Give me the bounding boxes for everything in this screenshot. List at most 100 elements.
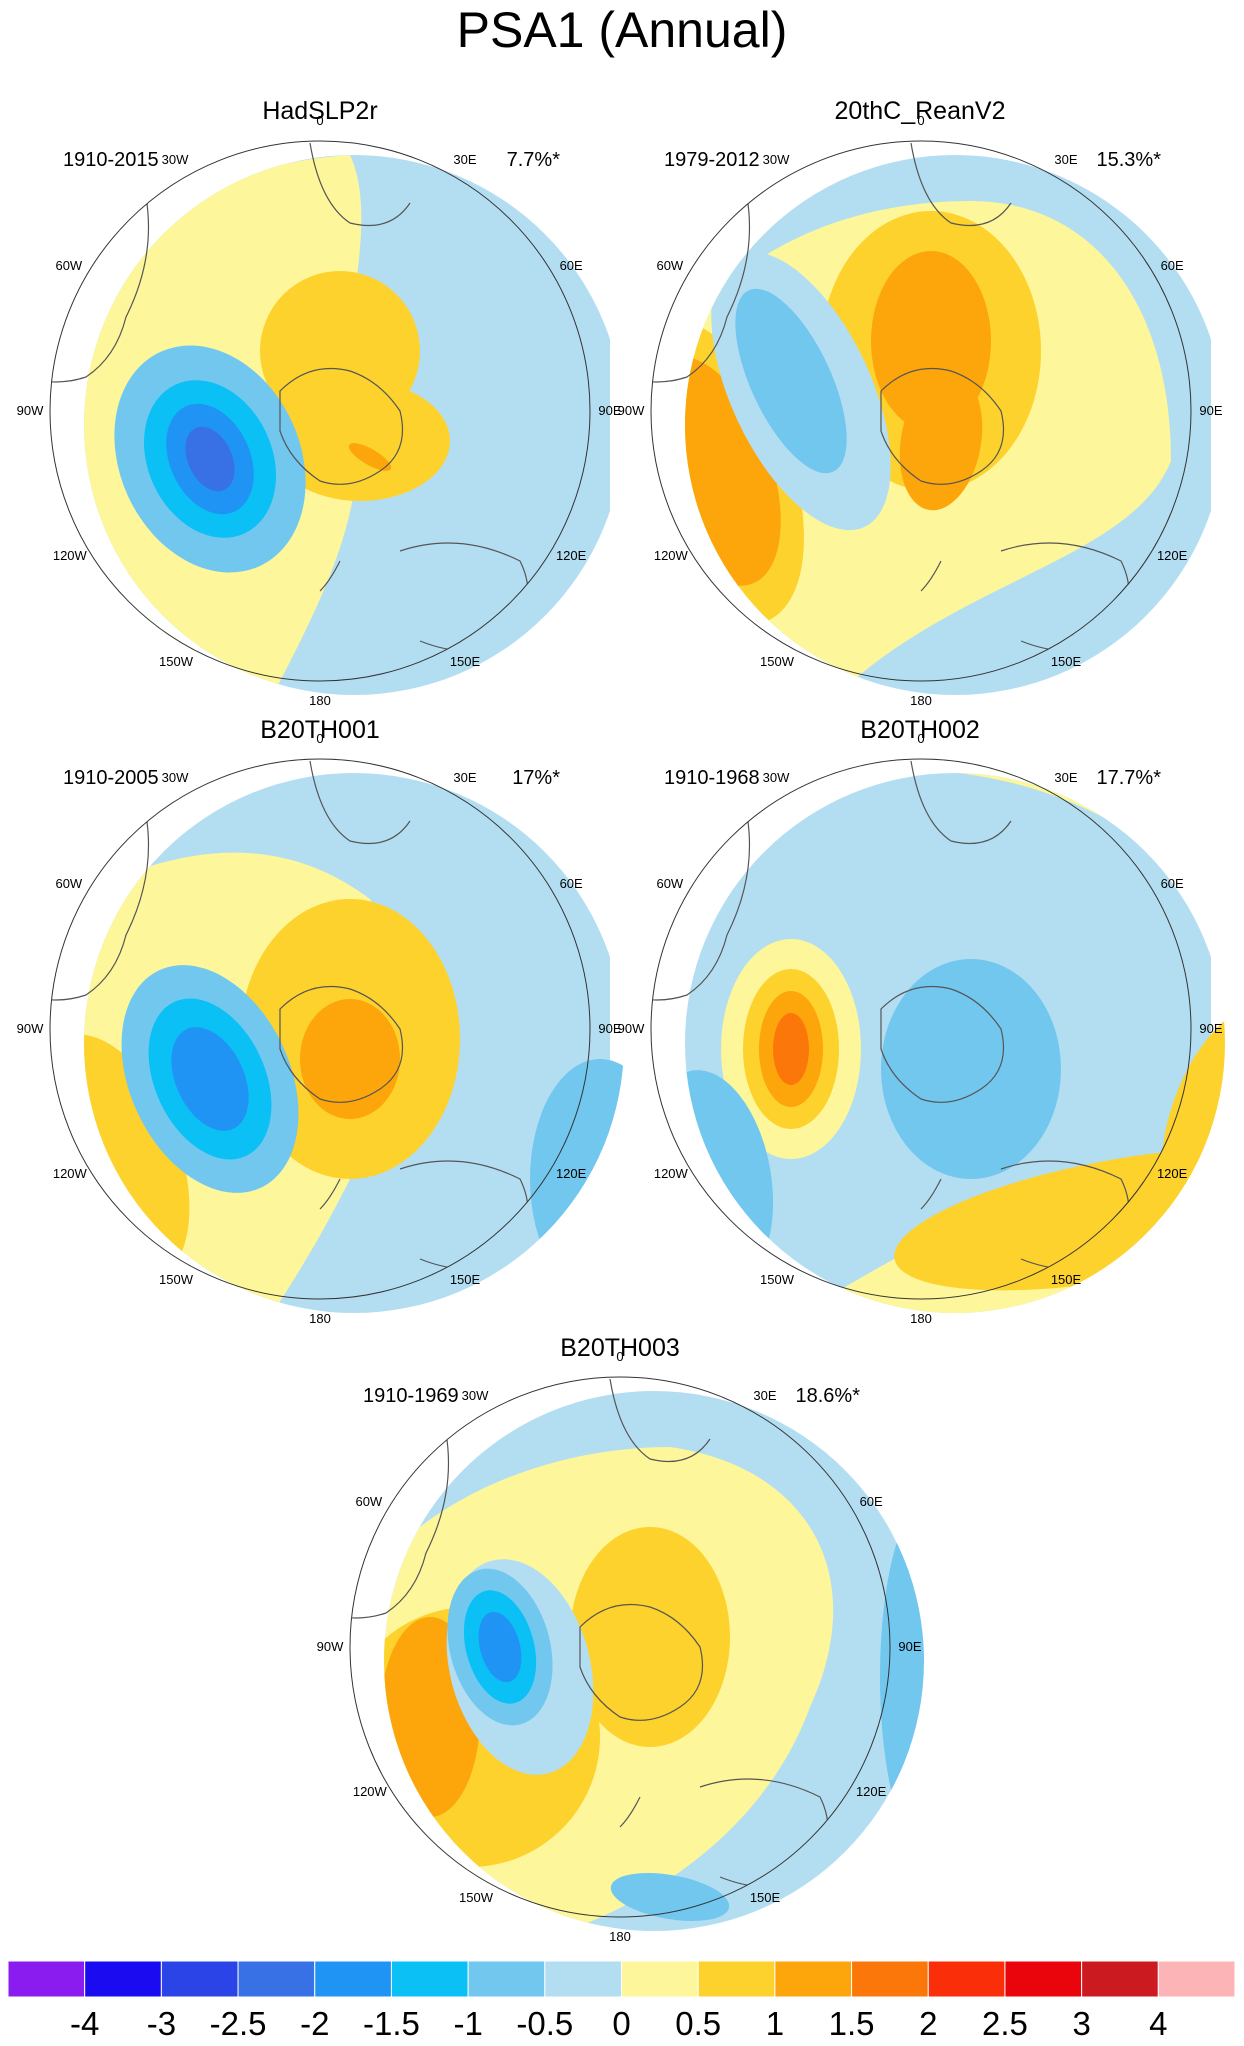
map-boundary bbox=[49, 140, 591, 682]
longitude-label: 90E bbox=[1199, 403, 1223, 418]
longitude-label: 30E bbox=[453, 769, 477, 785]
longitude-label: 120W bbox=[653, 548, 688, 563]
colorbar-swatch bbox=[927, 1961, 1006, 1997]
panel-period-hadslp2r: 1910-2015 bbox=[63, 149, 159, 171]
longitude-label: 90W bbox=[617, 403, 645, 418]
longitude-label: 30W bbox=[161, 151, 189, 167]
longitude-label: 90E bbox=[898, 1639, 922, 1654]
coastline-south-america bbox=[50, 196, 150, 383]
colorbar-swatch bbox=[1004, 1961, 1083, 1997]
longitude-label: 90W bbox=[16, 403, 44, 418]
longitude-label: 150E bbox=[449, 654, 481, 670]
colorbar-tick-label: 4 bbox=[1149, 2005, 1168, 2042]
polar-map-hadslp2r bbox=[49, 140, 610, 695]
longitude-label: 90W bbox=[617, 1021, 645, 1036]
contour-region bbox=[478, 1611, 522, 1683]
coastline-new-zealand bbox=[619, 1796, 641, 1828]
contour-region bbox=[735, 288, 847, 474]
coastline-africa bbox=[309, 142, 411, 227]
panel-variance-b20th003: 18.6%* bbox=[795, 1385, 861, 1407]
colorbar-swatch bbox=[8, 1961, 86, 1997]
longitude-label: 150E bbox=[449, 1272, 481, 1288]
coastline-new-zealand bbox=[319, 1178, 341, 1210]
colorbar-swatch bbox=[160, 1961, 239, 1997]
contour-region bbox=[881, 959, 1061, 1179]
longitude-label: 30W bbox=[762, 769, 790, 785]
colorbar bbox=[8, 1961, 1235, 1997]
panel-title-hadslp2r: HadSLP2r bbox=[262, 97, 378, 125]
colorbar-swatch bbox=[1081, 1961, 1159, 1997]
colorbar-swatch bbox=[851, 1961, 929, 1997]
longitude-label: 0 bbox=[316, 113, 324, 128]
coastline-south-america bbox=[651, 196, 751, 383]
coastline-new-zealand bbox=[319, 560, 341, 592]
contour-region bbox=[899, 371, 983, 511]
contour-region bbox=[610, 1872, 730, 1922]
colorbar-swatch bbox=[467, 1961, 546, 1997]
panel-period-b20th003: 1910-1969 bbox=[363, 1385, 459, 1407]
panel-variance-20thc-reanv2: 15.3%* bbox=[1096, 149, 1162, 171]
longitude-label: 0 bbox=[316, 731, 324, 746]
panel-variance-b20th001: 17%* bbox=[512, 767, 560, 789]
panel-title-b20th003: B20TH003 bbox=[560, 1334, 680, 1362]
longitude-label: 90E bbox=[1199, 1021, 1223, 1036]
contour-region bbox=[894, 1147, 1225, 1291]
contour-region bbox=[348, 443, 392, 471]
panel-title-b20th001: B20TH001 bbox=[260, 716, 380, 744]
longitude-label: 30W bbox=[762, 151, 790, 167]
coastline-antarctica bbox=[279, 367, 404, 485]
longitude-label: 60E bbox=[1160, 876, 1184, 891]
longitude-label: 90W bbox=[316, 1639, 344, 1654]
longitude-label: 30W bbox=[161, 769, 189, 785]
contour-region bbox=[570, 1527, 730, 1747]
longitude-label: 180 bbox=[910, 693, 932, 708]
map-boundary bbox=[49, 758, 591, 1300]
coastline-antarctica bbox=[880, 367, 1005, 485]
longitude-label: 120E bbox=[555, 1166, 587, 1181]
colorbar-tick-label: -0.5 bbox=[516, 2005, 574, 2042]
coastline-africa bbox=[910, 760, 1012, 845]
polar-map-b20th003 bbox=[349, 1376, 924, 1931]
map-boundary bbox=[650, 140, 1192, 682]
coastline-south-america bbox=[50, 814, 150, 1001]
longitude-label: 150E bbox=[1050, 1272, 1082, 1288]
longitude-label: 150E bbox=[1050, 654, 1082, 670]
colorbar-tick-label: -2 bbox=[300, 2005, 330, 2042]
colorbar-swatch bbox=[544, 1961, 622, 1997]
longitude-label: 90W bbox=[16, 1021, 44, 1036]
colorbar-tick-label: 0.5 bbox=[675, 2005, 722, 2042]
figure-title: PSA1 (Annual) bbox=[456, 2, 788, 58]
longitude-label: 90E bbox=[598, 1021, 622, 1036]
longitude-label: 0 bbox=[917, 113, 925, 128]
longitude-label: 120E bbox=[855, 1784, 887, 1799]
polar-map-b20th002 bbox=[650, 758, 1225, 1313]
longitude-label: 60E bbox=[559, 258, 583, 273]
longitude-label: 60E bbox=[1160, 258, 1184, 273]
longitude-label: 150W bbox=[760, 1272, 794, 1288]
longitude-label: 120W bbox=[352, 1784, 387, 1799]
contour-region bbox=[171, 1027, 249, 1131]
map-boundary bbox=[650, 758, 1192, 1300]
longitude-label: 0 bbox=[917, 731, 925, 746]
longitude-label: 30E bbox=[453, 151, 477, 167]
longitude-label: 150W bbox=[760, 654, 794, 670]
panel-period-b20th002: 1910-1968 bbox=[664, 767, 760, 789]
longitude-label: 120W bbox=[52, 1166, 87, 1181]
longitude-label: 150W bbox=[159, 654, 193, 670]
colorbar-tick-label: 2.5 bbox=[982, 2005, 1028, 2042]
coastline-antarctica bbox=[579, 1603, 704, 1721]
longitude-label: 60W bbox=[656, 876, 684, 891]
colorbar-tick-label: -1.5 bbox=[363, 2005, 420, 2042]
coastline-africa bbox=[910, 142, 1012, 227]
contour-region bbox=[773, 1013, 809, 1085]
longitude-label: 120E bbox=[1156, 1166, 1188, 1181]
longitude-label: 120W bbox=[52, 548, 87, 563]
longitude-label: 90E bbox=[598, 403, 622, 418]
contour-region bbox=[300, 999, 400, 1119]
longitude-label: 30E bbox=[753, 1387, 777, 1403]
panel-title-20thc-reanv2: 20thC_ReanV2 bbox=[834, 97, 1006, 125]
colorbar-swatch bbox=[774, 1961, 853, 1997]
colorbar-tick-label: -4 bbox=[70, 2005, 100, 2042]
panel-period-20thc-reanv2: 1979-2012 bbox=[664, 149, 760, 171]
longitude-label: 180 bbox=[910, 1311, 932, 1326]
